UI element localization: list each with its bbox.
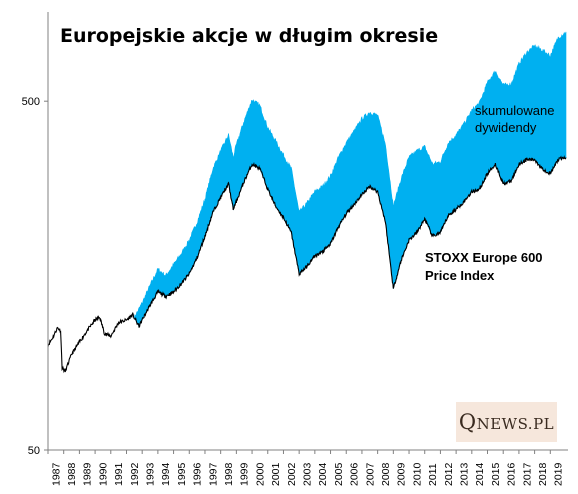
y-ticks: 500 50 xyxy=(22,96,48,457)
qnews-logo: QNEWS.PL xyxy=(456,402,557,442)
price-index-label-line2: Price Index xyxy=(425,268,495,283)
dividends-label: skumulowane dywidendy xyxy=(475,103,558,135)
price-index-label-line1: STOXX Europe 600 xyxy=(425,250,543,265)
x-tick-label: 2001 xyxy=(270,462,282,486)
y-tick-label: 50 xyxy=(28,445,40,457)
x-tick-label: 2018 xyxy=(537,462,549,486)
x-tick-label: 1997 xyxy=(207,462,219,486)
x-tick-label: 2012 xyxy=(443,462,455,486)
x-tick-label: 1998 xyxy=(223,462,235,486)
chart-title: Europejskie akcje w długim okresie xyxy=(60,25,438,47)
x-tick-label: 1993 xyxy=(145,462,157,486)
x-tick-label: 1996 xyxy=(192,462,204,486)
x-tick-label: 2014 xyxy=(474,462,486,486)
x-tick-label: 2013 xyxy=(458,462,470,486)
x-tick-label: 1988 xyxy=(66,462,78,486)
x-tick-label: 1990 xyxy=(97,462,109,486)
x-tick-label: 2000 xyxy=(254,462,266,486)
x-tick-label: 2011 xyxy=(427,463,439,486)
x-tick-label: 1991 xyxy=(113,462,125,486)
x-tick-label: 2007 xyxy=(364,462,376,486)
x-tick-label: 1989 xyxy=(82,462,94,486)
plot-area xyxy=(47,31,567,374)
x-tick-label: 1987 xyxy=(50,462,62,486)
x-tick-label: 2009 xyxy=(396,462,408,486)
x-tick-label: 2008 xyxy=(380,462,392,486)
x-tick-label: 2006 xyxy=(349,462,361,486)
x-tick-label: 2019 xyxy=(553,462,565,486)
x-tick-label: 2017 xyxy=(521,462,533,486)
y-tick-label: 500 xyxy=(22,96,40,108)
x-tick-label: 2016 xyxy=(506,462,518,486)
x-tick-label: 2005 xyxy=(333,462,345,486)
x-tick-label: 2004 xyxy=(317,462,329,486)
x-tick-label: 2015 xyxy=(490,462,502,486)
x-tick-label: 2003 xyxy=(302,462,314,486)
x-ticks: 1987 1988 1989 1990 1991 1992 1993 1994 1995 1996… xyxy=(47,450,565,486)
qnews-logo-text: QNEWS.PL xyxy=(458,410,555,434)
x-tick-label: 1992 xyxy=(129,462,141,486)
price-line xyxy=(47,155,567,374)
dividends-label-line2: dywidendy xyxy=(475,120,537,135)
x-tick-label: 2002 xyxy=(286,462,298,486)
x-tick-label: 1999 xyxy=(239,462,251,486)
x-tick-label: 2010 xyxy=(411,462,423,486)
x-tick-label: 1994 xyxy=(160,462,172,486)
x-tick-label: 1995 xyxy=(176,462,188,486)
price-index-label: STOXX Europe 600 Price Index xyxy=(425,250,546,283)
dividends-label-line1: skumulowane xyxy=(475,103,555,118)
